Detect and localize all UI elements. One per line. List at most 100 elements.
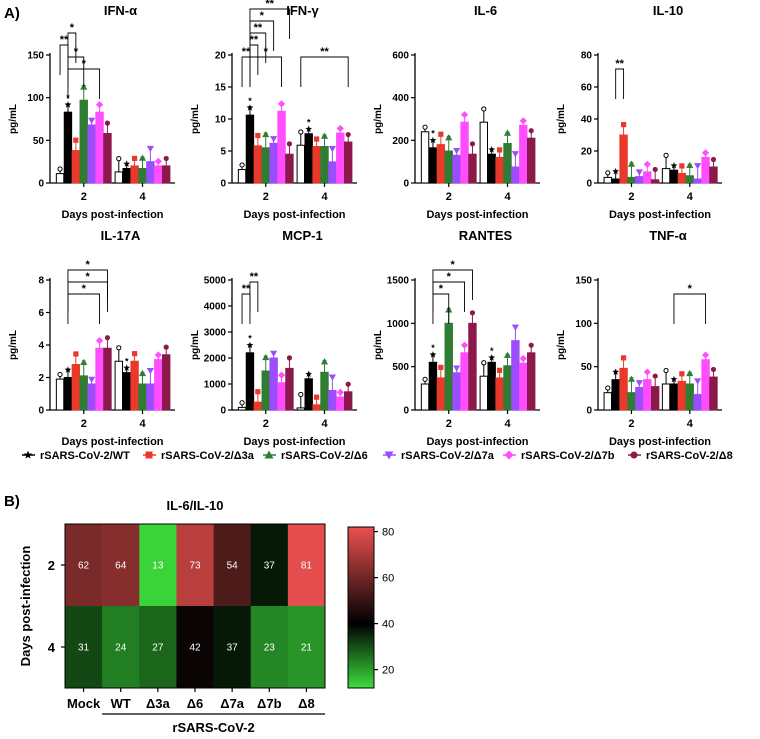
data-point bbox=[345, 131, 351, 138]
bar bbox=[701, 156, 710, 184]
bar bbox=[519, 362, 528, 411]
bar bbox=[55, 173, 65, 184]
x-tick-label: 4 bbox=[139, 191, 146, 203]
bar bbox=[55, 378, 65, 411]
chart-title: IFN-α bbox=[104, 3, 137, 18]
chart-title: IL-6 bbox=[474, 3, 497, 18]
bar bbox=[693, 178, 702, 184]
bar bbox=[328, 390, 337, 411]
chart-title: MCP-1 bbox=[282, 228, 322, 243]
data-point bbox=[481, 360, 487, 366]
bar bbox=[71, 150, 81, 184]
y-tick-label: 150 bbox=[575, 276, 592, 287]
significance-label: ** bbox=[250, 34, 259, 46]
bar bbox=[495, 156, 504, 184]
data-point bbox=[503, 129, 512, 136]
y-tick-label: 1500 bbox=[387, 276, 410, 287]
heatmap-cell bbox=[287, 524, 326, 607]
bar bbox=[79, 375, 88, 411]
significance-label: * bbox=[74, 46, 79, 58]
colorbar-tick-label: 40 bbox=[382, 619, 394, 631]
significance-bracket bbox=[249, 56, 282, 87]
heatmap-value: 24 bbox=[115, 643, 127, 654]
data-point bbox=[116, 156, 122, 162]
data-point bbox=[445, 134, 453, 141]
x-axis-label: Days post-infection bbox=[609, 209, 711, 221]
significance-bracket bbox=[432, 269, 473, 300]
bar bbox=[452, 372, 461, 411]
y-tick-label: 0 bbox=[586, 406, 592, 417]
bar bbox=[95, 111, 104, 184]
data-point bbox=[64, 101, 72, 108]
bar bbox=[312, 404, 321, 411]
heatmap-value: 31 bbox=[78, 643, 90, 654]
bar bbox=[503, 143, 512, 184]
legend-label: rSARS-CoV-2/Δ7b bbox=[521, 450, 615, 462]
bar bbox=[296, 407, 306, 411]
significance-bracket bbox=[673, 293, 707, 324]
data-point bbox=[497, 367, 503, 373]
bar bbox=[285, 153, 294, 184]
data-point bbox=[670, 162, 678, 169]
bar bbox=[304, 133, 313, 184]
y-tick-label: 500 bbox=[392, 362, 409, 373]
data-point bbox=[429, 351, 437, 358]
bar-chart-7: TNF-α pg/mL 0 50 100 150 2 4 Days post-infection… bbox=[556, 228, 722, 448]
data-point bbox=[146, 145, 154, 153]
data-point bbox=[686, 369, 694, 377]
x-tick-label: 4 bbox=[687, 418, 694, 430]
data-point bbox=[710, 366, 717, 373]
data-point bbox=[438, 131, 444, 137]
bar bbox=[296, 144, 306, 184]
bar bbox=[103, 347, 112, 411]
y-tick-label: 100 bbox=[575, 319, 592, 330]
y-tick-label: 600 bbox=[392, 51, 409, 62]
heatmap-cell bbox=[176, 524, 214, 607]
significance-bracket bbox=[249, 44, 259, 75]
y-tick-label: 0 bbox=[586, 179, 592, 190]
heatmap-column-label: WT bbox=[111, 696, 131, 711]
data-point bbox=[298, 391, 304, 398]
data-point bbox=[422, 376, 428, 382]
data-point bbox=[612, 368, 620, 375]
data-point bbox=[132, 155, 138, 162]
bar bbox=[312, 146, 321, 184]
bar bbox=[146, 161, 155, 184]
data-point bbox=[132, 351, 138, 357]
data-point bbox=[503, 351, 512, 358]
data-point bbox=[652, 166, 658, 173]
y-tick-label: 0 bbox=[220, 406, 226, 417]
data-point bbox=[123, 160, 131, 167]
bar bbox=[114, 360, 123, 411]
data-point bbox=[80, 358, 88, 366]
bar bbox=[237, 169, 247, 184]
x-axis-label: Days post-infection bbox=[609, 436, 711, 448]
heatmap-cell bbox=[139, 524, 177, 607]
data-point bbox=[453, 365, 461, 372]
heatmap-value: 73 bbox=[189, 561, 201, 572]
chart-title: TNF-α bbox=[649, 228, 687, 243]
significance-bracket bbox=[67, 32, 77, 63]
data-point bbox=[154, 157, 162, 165]
data-point bbox=[635, 380, 643, 387]
data-point bbox=[519, 354, 527, 363]
heatmap-value: 42 bbox=[189, 643, 201, 654]
data-point bbox=[429, 136, 437, 144]
y-axis-label: pg/mL bbox=[190, 104, 201, 134]
significance-label: * bbox=[86, 271, 91, 283]
bar bbox=[320, 146, 329, 184]
heatmap-x-axis-label: rSARS-CoV-2 bbox=[172, 720, 254, 735]
bar bbox=[130, 165, 139, 184]
heatmap-title: IL-6/IL-10 bbox=[166, 498, 223, 513]
bar bbox=[114, 171, 123, 184]
data-point bbox=[469, 141, 476, 147]
y-tick-label: 20 bbox=[581, 147, 593, 158]
y-tick-label: 1000 bbox=[204, 380, 227, 391]
bar bbox=[336, 396, 345, 411]
x-tick-label: 2 bbox=[263, 191, 269, 203]
data-point bbox=[277, 371, 286, 379]
bar bbox=[643, 379, 652, 411]
data-point bbox=[336, 124, 344, 133]
bar bbox=[63, 111, 73, 184]
data-point bbox=[305, 370, 313, 377]
